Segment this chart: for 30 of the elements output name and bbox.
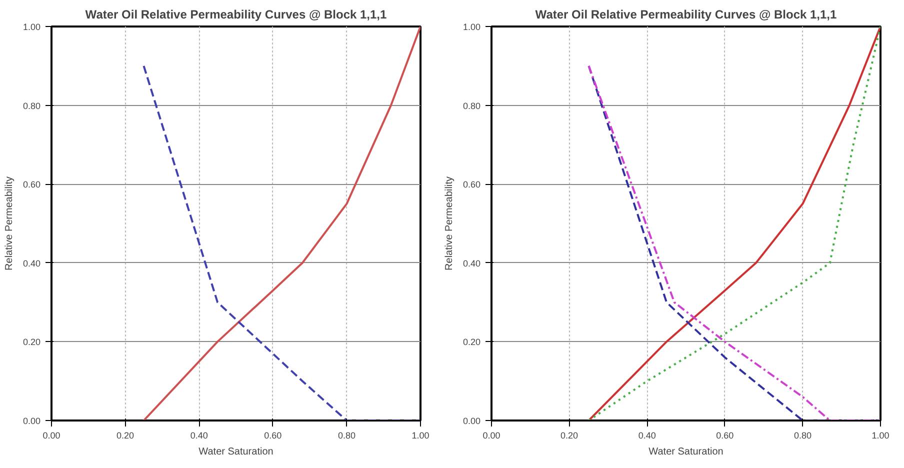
y-axis-title: Relative Permeability xyxy=(444,176,455,270)
x-tick-label: 0.60 xyxy=(264,430,282,440)
y-tick-label: 1.00 xyxy=(462,22,481,32)
x-tick-label: 0.40 xyxy=(190,430,208,440)
x-tick-label: 1.00 xyxy=(872,430,890,440)
y-axis-title: Relative Permeability xyxy=(4,176,15,270)
x-tick-label: 0.00 xyxy=(42,430,60,440)
x-tick-label: 0.80 xyxy=(338,430,356,440)
y-tick-label: 0.00 xyxy=(22,416,41,426)
y-tick-label: 0.60 xyxy=(22,180,41,190)
x-tick-label: 1.00 xyxy=(412,430,430,440)
x-axis-title: Water Saturation xyxy=(648,446,724,458)
chart-title: Water Oil Relative Permeability Curves @ Block 1,1,1 xyxy=(85,8,388,22)
x-tick-label: 0.40 xyxy=(638,430,656,440)
x-tick-label: 0.60 xyxy=(716,430,734,440)
y-tick-label: 0.20 xyxy=(22,337,41,348)
y-tick-label: 1.00 xyxy=(22,22,41,32)
y-tick-label: 0.60 xyxy=(462,180,481,190)
x-tick-label: 0.20 xyxy=(560,430,578,440)
y-tick-label: 0.80 xyxy=(462,100,481,111)
x-tick-label: 0.00 xyxy=(482,430,500,440)
y-tick-label: 0.80 xyxy=(22,100,41,111)
y-tick-label: 0.20 xyxy=(462,337,481,348)
y-tick-label: 0.40 xyxy=(462,258,481,268)
chart-title: Water Oil Relative Permeability Curves @ Block 1,1,1 xyxy=(535,8,838,22)
x-tick-label: 0.20 xyxy=(116,430,134,440)
x-tick-label: 0.80 xyxy=(794,430,812,440)
y-tick-label: 0.00 xyxy=(462,416,481,426)
y-tick-label: 0.40 xyxy=(22,258,41,268)
x-axis-title: Water Saturation xyxy=(198,446,274,458)
